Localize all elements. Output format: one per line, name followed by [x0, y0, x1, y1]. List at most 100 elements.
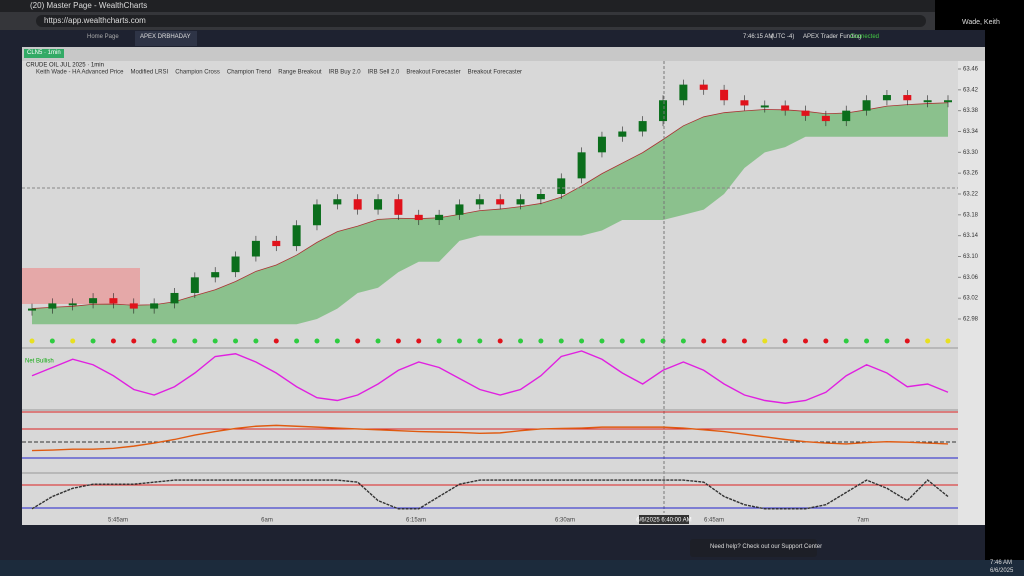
- candle: [333, 199, 342, 205]
- price-tick-label: 63.22: [963, 192, 979, 198]
- candle: [496, 199, 505, 205]
- red-cloud: [22, 268, 140, 304]
- tab: APEX DRBHADAY: [140, 34, 191, 40]
- candle: [48, 303, 57, 309]
- candle: [353, 199, 362, 210]
- price-tick-label: 63.18: [963, 212, 979, 218]
- address-bar-row: https://app.wealthcharts.com: [0, 12, 935, 30]
- signal-dot: [864, 338, 870, 344]
- candle: [882, 95, 891, 101]
- signal-dot: [558, 338, 564, 344]
- signal-dot: [253, 338, 259, 344]
- signal-dot: [334, 338, 340, 344]
- candle: [659, 100, 668, 122]
- signal-dot: [680, 338, 686, 344]
- candle: [699, 84, 708, 90]
- signal-dot: [355, 338, 361, 344]
- time-label: 6:30am: [555, 518, 575, 524]
- symbol-bar: CLN5 · 1min: [22, 47, 985, 61]
- forecast-line: [31, 479, 949, 510]
- clock: 7:46:15 AM: [743, 34, 774, 40]
- footer: [22, 525, 985, 560]
- candle: [618, 131, 627, 137]
- signal-dot: [233, 338, 239, 344]
- signal-dot: [456, 338, 462, 344]
- signal-dot: [90, 338, 96, 344]
- price-tick-label: 63.02: [963, 296, 979, 302]
- candle: [68, 303, 77, 306]
- net-label: Net Bullish: [25, 359, 54, 365]
- signal-dot: [823, 338, 829, 344]
- signal-dot: [171, 338, 177, 344]
- candle: [455, 204, 464, 215]
- taskbar-time: 7:46 AM: [990, 560, 1013, 566]
- taskbar-date: 6/6/2025: [990, 568, 1014, 574]
- user-name: Wade, Keith: [962, 19, 1000, 26]
- price-tick-label: 63.06: [963, 275, 979, 281]
- address-bar[interactable]: https://app.wealthcharts.com: [36, 15, 926, 27]
- support-toast[interactable]: Need help? Check out our Support Center: [690, 539, 822, 557]
- axis-bg: [958, 61, 985, 525]
- signal-dot: [762, 338, 768, 344]
- candle: [516, 199, 525, 205]
- browser-tab[interactable]: (20) Master Page - WealthCharts: [30, 1, 148, 10]
- signal-dot: [273, 338, 279, 344]
- signal-dot: [619, 338, 625, 344]
- signal-dot: [884, 338, 890, 344]
- signal-dot: [212, 338, 218, 344]
- signal-dot: [395, 338, 401, 344]
- app-toolbar: Home Page APEX DRBHADAY 7:46:15 AM (UTC …: [0, 30, 985, 47]
- symbol[interactable]: CLN5 · 1min: [24, 49, 64, 58]
- indicator-name: IRB Buy 2.0: [329, 70, 362, 76]
- account: APEX Trader Funding: [803, 34, 862, 40]
- chart-title: CRUDE OIL JUL 2025 · 1min: [26, 63, 104, 69]
- tab-strip: (20) Master Page - WealthCharts: [0, 0, 935, 12]
- signal-dot: [29, 338, 35, 344]
- tab[interactable]: Home Page: [87, 34, 119, 40]
- signal-dot: [416, 338, 422, 344]
- signal-dot: [375, 338, 381, 344]
- indicator-name: IRB Sell 2.0: [368, 70, 400, 76]
- indicator-name: Breakout Forecaster: [468, 70, 522, 76]
- url: https://app.wealthcharts.com: [44, 16, 146, 25]
- signal-dot: [925, 338, 931, 344]
- candle: [170, 292, 179, 304]
- candle: [475, 199, 484, 205]
- candle: [394, 199, 403, 215]
- candle: [109, 298, 118, 304]
- signal-dot: [518, 338, 524, 344]
- price-tick-label: 63.26: [963, 171, 979, 177]
- signal-dot: [314, 338, 320, 344]
- signal-dot: [497, 338, 503, 344]
- signal-dot: [151, 338, 157, 344]
- candle: [740, 100, 749, 106]
- time-label: 6:45am: [704, 518, 724, 524]
- trend-cloud: [32, 102, 948, 325]
- signal-dot: [131, 338, 137, 344]
- crosshair-label: 6/6/2025 6:40:00 AM: [636, 518, 691, 524]
- signal-dot: [721, 338, 727, 344]
- lrsi-line: [31, 424, 949, 452]
- time-label: 7am: [857, 518, 869, 524]
- candle: [414, 214, 423, 221]
- candle: [577, 152, 586, 179]
- signal-dot: [110, 338, 116, 344]
- price-tick-label: 63.46: [963, 67, 979, 73]
- signal-dot: [599, 338, 605, 344]
- time-label: 6:15am: [406, 518, 426, 524]
- candle: [679, 84, 688, 101]
- indicator-name: Modified LRSI: [131, 70, 169, 76]
- signal-dot: [294, 338, 300, 344]
- candle: [536, 194, 545, 200]
- candle: [89, 298, 98, 304]
- candle: [129, 303, 138, 309]
- active-tab[interactable]: APEX DRBHADAY: [135, 31, 197, 46]
- candle: [435, 214, 444, 221]
- candle: [720, 89, 729, 101]
- candle: [374, 199, 383, 210]
- candle: [211, 272, 220, 278]
- signal-dot: [579, 338, 585, 344]
- indicator-name: Champion Cross: [175, 70, 220, 76]
